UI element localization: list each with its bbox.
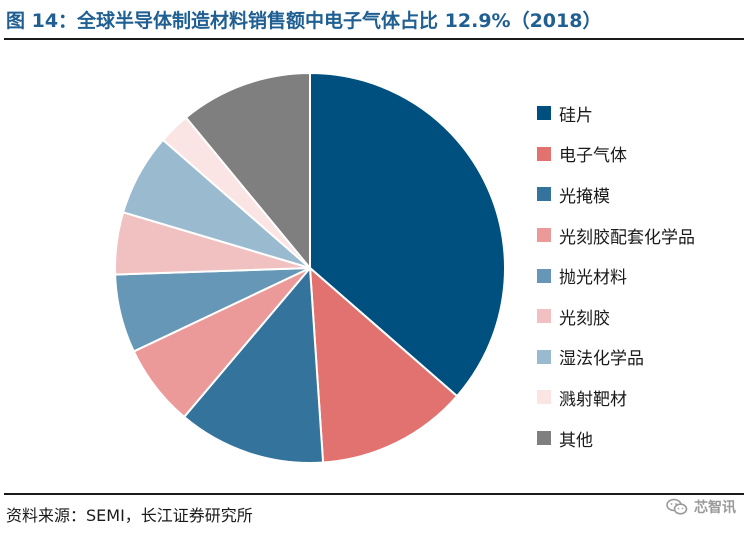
- legend-item: 抛光材料: [537, 255, 695, 296]
- legend-item: 湿法化学品: [537, 337, 695, 378]
- legend-swatch: [537, 228, 551, 243]
- legend-item: 光掩模: [537, 174, 695, 215]
- legend-swatch: [537, 309, 551, 324]
- wechat-icon: [666, 498, 688, 515]
- legend-item: 硅片: [537, 93, 695, 134]
- legend-label: 硅片: [559, 105, 593, 126]
- watermark-text: 芯智讯: [694, 500, 736, 516]
- legend-label: 光刻胶: [559, 308, 610, 329]
- pie-slice-8: [184, 71, 311, 271]
- pie-slice-0: [309, 71, 506, 398]
- source-divider: [4, 493, 744, 495]
- legend-swatch: [537, 431, 551, 446]
- legend-swatch: [537, 349, 551, 364]
- title-divider: [4, 38, 744, 40]
- legend-swatch: [537, 187, 551, 202]
- legend-swatch: [537, 390, 551, 405]
- legend-label: 湿法化学品: [559, 349, 644, 370]
- legend-item: 光刻胶: [537, 296, 695, 337]
- legend-label: 抛光材料: [559, 268, 627, 289]
- legend-item: 其他: [537, 418, 695, 459]
- source-note: 资料来源：SEMI，长江证券研究所: [6, 506, 253, 525]
- watermark: 芯智讯: [666, 497, 736, 517]
- legend-swatch: [537, 106, 551, 121]
- legend-label: 光掩模: [559, 186, 610, 207]
- legend-label: 光刻胶配套化学品: [559, 227, 695, 248]
- legend-item: 光刻胶配套化学品: [537, 215, 695, 256]
- legend-item: 电子气体: [537, 134, 695, 175]
- legend-label: 其他: [559, 430, 593, 451]
- pie-slice-2: [182, 265, 325, 464]
- legend-swatch: [537, 268, 551, 283]
- chart-legend: 硅片电子气体光掩模光刻胶配套化学品 抛光材料光刻胶湿法化学品溅射靶材其他: [537, 93, 695, 458]
- legend-label: 电子气体: [559, 146, 627, 167]
- pie-slice-1: [308, 265, 459, 464]
- pie-slices: [114, 71, 506, 464]
- legend-item: 溅射靶材: [537, 377, 695, 418]
- legend-label: 溅射靶材: [559, 389, 627, 410]
- chart-title: 图 14：全球半导体制造材料销售额中电子气体占比 12.9%（2018）: [6, 10, 602, 32]
- legend-swatch: [537, 146, 551, 161]
